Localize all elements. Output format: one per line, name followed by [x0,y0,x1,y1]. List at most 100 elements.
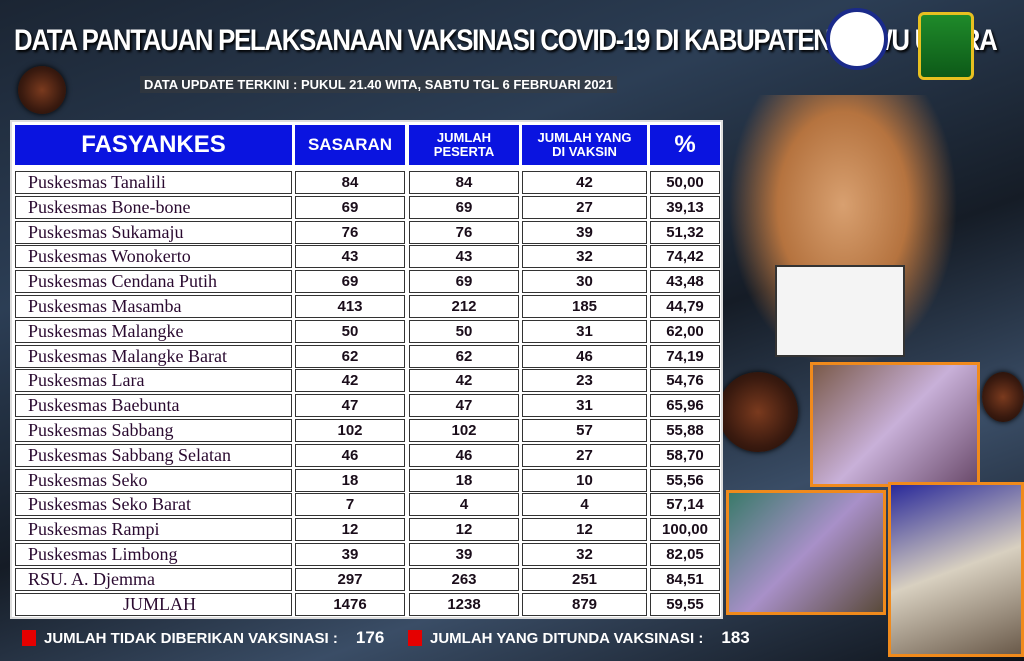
cell-name: Puskesmas Seko [15,468,292,492]
cell-peserta: 42 [409,369,519,393]
cell-name: Puskesmas Bone-bone [15,195,292,219]
cell-name: Puskesmas Malangke Barat [15,344,292,368]
cell-sasaran: 46 [295,443,405,467]
kemenkes-logo [826,8,888,70]
cell-divaksin: 251 [522,567,647,591]
cell-name: Puskesmas Seko Barat [15,493,292,517]
cell-name: Puskesmas Wonokerto [15,245,292,269]
cell-percent: 39,13 [650,195,720,219]
table-row: Puskesmas Masamba 413 212 185 44,79 [12,294,720,318]
cell-sasaran: 62 [295,344,405,368]
page-title: DATA PANTAUAN PELAKSANAAN VAKSINASI COVI… [14,24,998,57]
cell-percent: 43,48 [650,270,720,294]
cell-name: Puskesmas Sukamaju [15,220,292,244]
cell-divaksin: 879 [522,592,647,616]
cell-divaksin: 31 [522,319,647,343]
footer-value: 176 [355,628,385,647]
cell-sasaran: 297 [295,567,405,591]
table-row: Puskesmas Baebunta 47 47 31 65,96 [12,393,720,418]
cell-name: Puskesmas Baebunta [15,394,292,418]
footer-postponed: JUMLAH YANG DITUNDA VAKSINASI : 183 [408,628,750,648]
cell-name: RSU. A. Djemma [15,567,292,591]
cell-sasaran: 69 [295,270,405,294]
footer-label: JUMLAH YANG DITUNDA VAKSINASI : [430,629,704,647]
cell-divaksin: 27 [522,443,647,467]
cell-percent: 62,00 [650,319,720,343]
cell-sasaran: 42 [295,369,405,393]
bullet-square-icon [22,630,36,646]
cell-peserta: 18 [409,468,519,492]
cell-name: Puskesmas Cendana Putih [15,270,292,294]
cell-name: Puskesmas Sabbang Selatan [15,443,292,467]
table-row: Puskesmas Tanalili 84 84 42 50,00 [12,170,720,194]
cell-sasaran: 43 [295,245,405,269]
table-row: Puskesmas Cendana Putih 69 69 30 43,48 [12,269,720,294]
table-row: Puskesmas Rampi 12 12 12 100,00 [12,517,720,542]
cell-divaksin: 10 [522,468,647,492]
cell-divaksin: 39 [522,220,647,244]
header-percent: % [650,125,720,165]
cell-peserta: 46 [409,443,519,467]
cell-peserta: 43 [409,245,519,269]
photo-official-vaccination [888,482,1024,657]
table-row: Puskesmas Sabbang Selatan 46 46 27 58,70 [12,443,720,467]
table-row: Puskesmas Seko Barat 7 4 4 57,14 [12,492,720,517]
cell-divaksin: 46 [522,344,647,368]
cell-name: Puskesmas Masamba [15,295,292,318]
cell-percent: 74,19 [650,344,720,368]
cell-percent: 57,14 [650,493,720,517]
cell-percent: 59,55 [650,592,720,616]
vaccination-table: FASYANKES SASARAN JUMLAH PESERTA JUMLAH … [10,120,723,619]
vaccination-card [775,265,905,357]
table-row: Puskesmas Wonokerto 43 43 32 74,42 [12,244,720,269]
cell-percent: 65,96 [650,394,720,418]
cell-divaksin: 185 [522,295,647,318]
cell-name: JUMLAH [15,592,292,616]
header-sasaran: SASARAN [295,125,405,165]
table-row: Puskesmas Sabbang 102 102 57 55,88 [12,418,720,442]
cell-divaksin: 12 [522,518,647,542]
header-fasyankes: FASYANKES [15,125,292,165]
footer-label: JUMLAH TIDAK DIBERIKAN VAKSINASI : [44,629,338,647]
table-row: Puskesmas Malangke Barat 62 62 46 74,19 [12,344,720,368]
cell-divaksin: 23 [522,369,647,393]
photo-vaccination-event [810,362,980,487]
cell-sasaran: 12 [295,518,405,542]
footer-value: 183 [721,628,750,647]
cell-sasaran: 413 [295,295,405,318]
table-row: Puskesmas Malangke 50 50 31 62,00 [12,319,720,343]
cell-divaksin: 32 [522,245,647,269]
cell-divaksin: 42 [522,171,647,194]
cell-peserta: 47 [409,394,519,418]
cell-name: Puskesmas Limbong [15,543,292,566]
cell-divaksin: 57 [522,419,647,442]
header-jumlah-peserta: JUMLAH PESERTA [409,125,519,165]
cell-peserta: 69 [409,270,519,294]
total-row: JUMLAH 1476 1238 879 59,55 [12,592,720,616]
cell-name: Puskesmas Lara [15,369,292,393]
cell-divaksin: 27 [522,195,647,219]
luwu-utara-logo [918,12,974,80]
cell-peserta: 263 [409,567,519,591]
cell-percent: 55,88 [650,419,720,442]
cell-sasaran: 18 [295,468,405,492]
cell-divaksin: 32 [522,543,647,566]
table-row: Puskesmas Bone-bone 69 69 27 39,13 [12,195,720,219]
cell-percent: 50,00 [650,171,720,194]
cell-name: Puskesmas Rampi [15,518,292,542]
cell-peserta: 12 [409,518,519,542]
update-subtitle: DATA UPDATE TERKINI : PUKUL 21.40 WITA, … [140,76,618,93]
cell-name: Puskesmas Malangke [15,319,292,343]
cell-percent: 55,56 [650,468,720,492]
cell-percent: 100,00 [650,518,720,542]
cell-peserta: 39 [409,543,519,566]
table-row: RSU. A. Djemma 297 263 251 84,51 [12,567,720,591]
cell-name: Puskesmas Sabbang [15,419,292,442]
cell-peserta: 84 [409,171,519,194]
cell-peserta: 62 [409,344,519,368]
cell-divaksin: 4 [522,493,647,517]
cell-peserta: 76 [409,220,519,244]
table-row: Puskesmas Limbong 39 39 32 82,05 [12,542,720,566]
virus-icon [982,372,1024,422]
table-row: Puskesmas Sukamaju 76 76 39 51,32 [12,220,720,244]
